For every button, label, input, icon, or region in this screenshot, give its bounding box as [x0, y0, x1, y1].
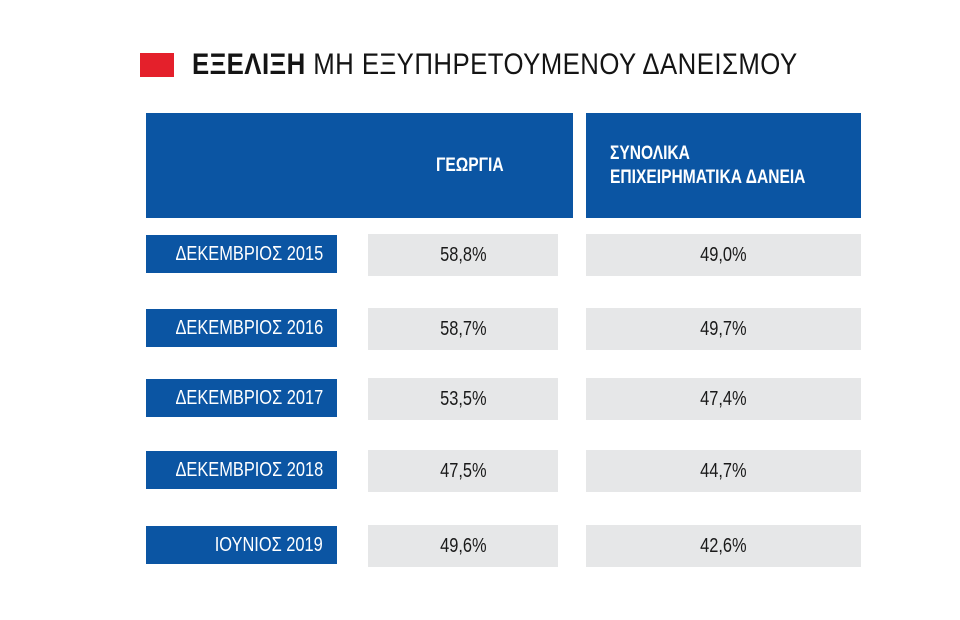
page-title: ΕΞΕΛΙΞΗ ΜΗ ΕΞΥΠΗΡΕΤΟΥΜΕΝΟΥ ΔΑΝΕΙΣΜΟΥ [192, 48, 798, 82]
row-label-text: ΔΕΚΕΜΒΡΙΟΣ 2015 [175, 242, 323, 265]
red-square-marker [140, 53, 174, 77]
value-cell-georgia: 47,5% [368, 450, 558, 492]
value-label: 58,8% [439, 243, 487, 266]
value-cell-georgia: 49,6% [368, 525, 558, 567]
row-label-text: ΔΕΚΕΜΒΡΙΟΣ 2017 [175, 386, 323, 409]
value-label: 58,7% [439, 317, 487, 340]
header-label: ΓΕΩΡΓΙΑ [436, 154, 504, 176]
row-label-text: ΔΕΚΕΜΒΡΙΟΣ 2018 [175, 458, 323, 481]
value-label: 49,7% [700, 317, 747, 340]
row-label: ΔΕΚΕΜΒΡΙΟΣ 2018 [146, 451, 337, 489]
row-label: ΔΕΚΕΜΒΡΙΟΣ 2016 [146, 309, 337, 347]
value-label: 44,7% [700, 459, 747, 482]
header-total-business-loans: ΣΥΝΟΛΙΚΑ ΕΠΙΧΕΙΡΗΜΑΤΙΚΑ ΔΑΝΕΙΑ [586, 113, 861, 218]
row-label-text: ΔΕΚΕΜΒΡΙΟΣ 2016 [175, 316, 323, 339]
title-bar: ΕΞΕΛΙΞΗ ΜΗ ΕΞΥΠΗΡΕΤΟΥΜΕΝΟΥ ΔΑΝΕΙΣΜΟΥ [140, 48, 896, 82]
row-label: ΔΕΚΕΜΒΡΙΟΣ 2015 [146, 235, 337, 273]
value-label: 42,6% [700, 534, 747, 557]
value-cell-total-business-loans: 47,4% [586, 378, 861, 420]
value-label: 49,6% [439, 534, 487, 557]
title-bold-part: ΕΞΕΛΙΞΗ [192, 48, 306, 81]
value-label: 49,0% [700, 243, 747, 266]
row-label: ΔΕΚΕΜΒΡΙΟΣ 2017 [146, 379, 337, 417]
value-cell-total-business-loans: 44,7% [586, 450, 861, 492]
value-label: 53,5% [439, 387, 487, 410]
value-cell-georgia: 53,5% [368, 378, 558, 420]
value-cell-total-business-loans: 42,6% [586, 525, 861, 567]
value-cell-total-business-loans: 49,0% [586, 234, 861, 276]
header-georgia: ΓΕΩΡΓΙΑ [146, 113, 573, 218]
value-cell-georgia: 58,7% [368, 308, 558, 350]
row-label-text: ΙΟΥΝΙΟΣ 2019 [214, 533, 323, 556]
value-label: 47,4% [700, 387, 747, 410]
title-normal-part: ΜΗ ΕΞΥΠΗΡΕΤΟΥΜΕΝΟΥ ΔΑΝΕΙΣΜΟΥ [313, 48, 798, 81]
value-label: 47,5% [439, 459, 487, 482]
value-cell-total-business-loans: 49,7% [586, 308, 861, 350]
header-label-line: ΕΠΙΧΕΙΡΗΜΑΤΙΚΑ ΔΑΝΕΙΑ [610, 166, 806, 188]
header-label-line: ΣΥΝΟΛΙΚΑ [610, 142, 690, 164]
row-label: ΙΟΥΝΙΟΣ 2019 [146, 526, 337, 564]
value-cell-georgia: 58,8% [368, 234, 558, 276]
